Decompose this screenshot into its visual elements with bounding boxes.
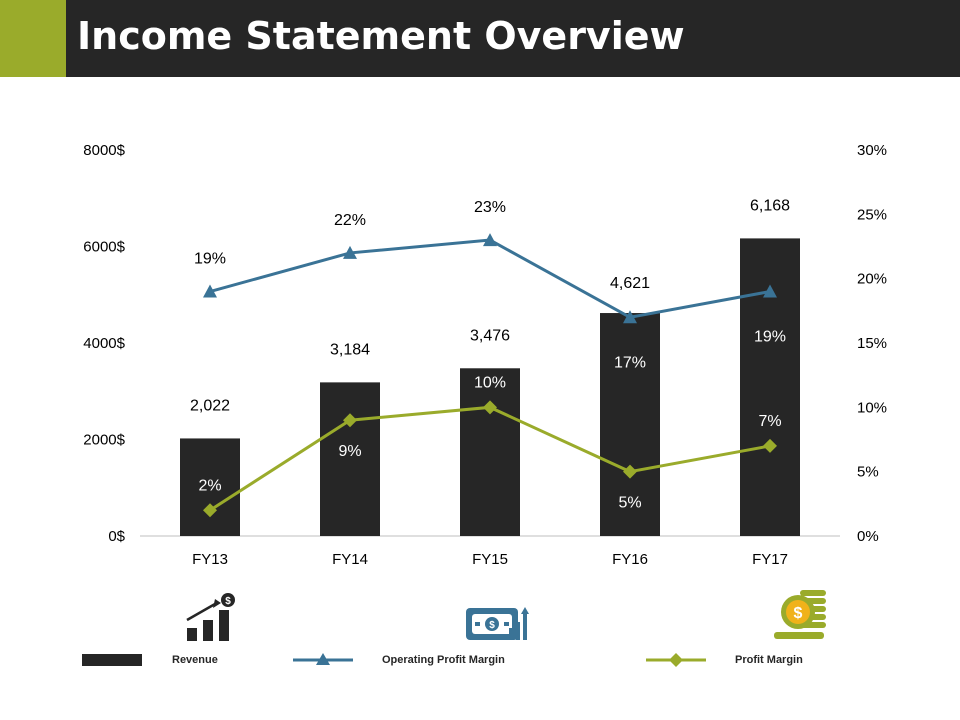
pm-data-label: 9%	[338, 443, 361, 460]
money-bill-chart-icon: $	[466, 607, 529, 640]
opm-data-label: 22%	[334, 212, 366, 229]
income-chart: 0$ 2000$ 4000$ 6000$ 8000$ 0% 5% 10% 15% 20% 25% 30…	[83, 142, 887, 568]
pm-data-label: 7%	[758, 413, 781, 430]
chart-legend: Revenue Operating Profit Margin Profit M…	[0, 640, 960, 680]
legend-pm-swatch	[646, 653, 706, 667]
y-left-tick-label: 6000$	[83, 239, 125, 256]
pm-point	[483, 400, 497, 415]
opm-point	[343, 245, 357, 259]
svg-text:$: $	[225, 596, 231, 607]
legend-revenue-swatch	[82, 654, 142, 666]
svg-text:$: $	[794, 605, 803, 622]
pm-data-label: 5%	[618, 495, 641, 512]
opm-point	[203, 284, 217, 298]
bar-data-label: 2,022	[190, 397, 230, 414]
pm-data-label: 2%	[198, 477, 221, 494]
y-left-tick-label: 8000$	[83, 142, 125, 159]
bar-data-label: 4,621	[610, 275, 650, 292]
pm-point	[623, 464, 637, 479]
opm-data-label: 19%	[194, 251, 226, 268]
y-right-tick-label: 15%	[857, 335, 887, 352]
opm-point	[763, 284, 777, 298]
y-left-tick-label: 0$	[108, 528, 125, 545]
y-left-tick-label: 4000$	[83, 335, 125, 352]
bar-revenue	[180, 438, 240, 536]
opm-line	[209, 238, 771, 319]
bar-revenue	[320, 382, 380, 536]
svg-text:$: $	[489, 620, 495, 631]
y-right-tick-label: 0%	[857, 528, 879, 545]
pm-point	[763, 438, 777, 453]
y-right-tick-label: 5%	[857, 464, 879, 481]
y-right-tick-label: 30%	[857, 142, 887, 159]
bar-revenue	[460, 368, 520, 536]
header-accent	[0, 0, 66, 77]
opm-point	[483, 233, 497, 247]
y-left-tick-label: 2000$	[83, 432, 125, 449]
legend-opm-label: Operating Profit Margin	[382, 654, 505, 666]
opm-data-label: 19%	[754, 329, 786, 346]
bar-revenue	[740, 238, 800, 537]
opm-data-label: 23%	[474, 199, 506, 216]
y-right-tick-label: 20%	[857, 271, 887, 288]
pm-point	[203, 503, 217, 518]
page-title: Income Statement Overview	[77, 14, 685, 58]
bar-revenue	[600, 313, 660, 536]
legend-opm-swatch	[293, 653, 353, 665]
x-tick-label: FY15	[472, 551, 508, 568]
x-tick-label: FY13	[192, 551, 228, 568]
header-bar: Income Statement Overview	[0, 0, 960, 77]
pm-data-label: 10%	[474, 374, 506, 391]
pm-point	[343, 413, 357, 428]
bar-data-label: 6,168	[750, 197, 790, 214]
legend-pm-label: Profit Margin	[735, 654, 803, 666]
x-tick-label: FY17	[752, 551, 788, 568]
growth-chart-dollar-icon: $	[186, 593, 235, 641]
y-right-tick-label: 10%	[857, 399, 887, 416]
x-tick-label: FY16	[612, 551, 648, 568]
bar-data-label: 3,184	[330, 341, 370, 358]
coin-stack-icon: $	[774, 590, 826, 639]
opm-point	[623, 310, 637, 324]
opm-data-label: 17%	[614, 354, 646, 371]
y-right-tick-label: 25%	[857, 206, 887, 223]
x-tick-label: FY14	[332, 551, 368, 568]
legend-revenue-label: Revenue	[172, 654, 218, 666]
bar-data-label: 3,476	[470, 327, 510, 344]
